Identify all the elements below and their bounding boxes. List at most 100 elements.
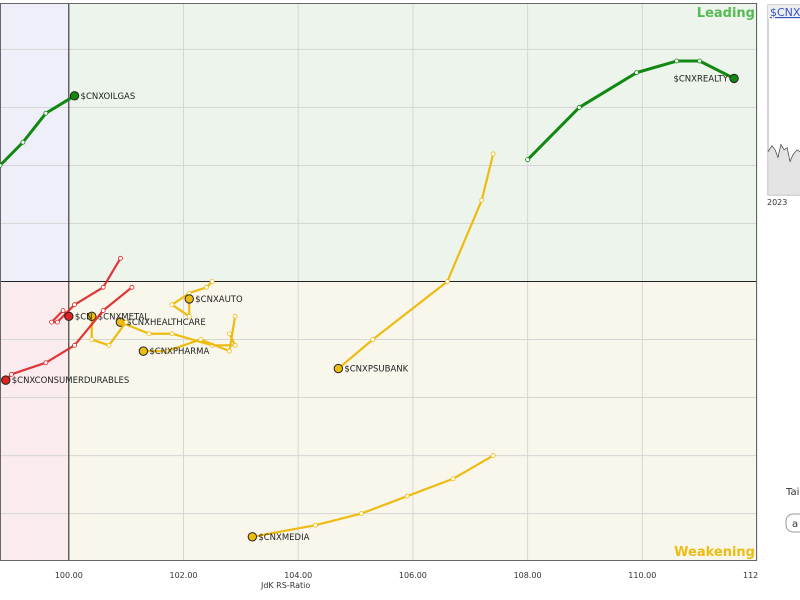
tail-point <box>20 139 26 145</box>
tail-point <box>100 308 106 313</box>
symbol-label: $CN <box>75 312 93 322</box>
tail-cnxhealthcare: $CNXHEALTHCARE <box>115 317 238 348</box>
tail-line <box>90 315 128 347</box>
symbol-label: $CNXMETAL <box>98 312 150 322</box>
tail-point <box>490 453 496 458</box>
tail-point <box>43 110 49 116</box>
tail-cnxmedia: $CNXMEDIA <box>247 453 496 543</box>
improving-quadrant <box>0 3 69 282</box>
head-point <box>69 91 80 101</box>
tail-point <box>226 331 232 337</box>
tail-point <box>100 284 106 290</box>
tail-cnxfmcg: $CN <box>49 255 123 325</box>
leading-quadrant-label: Leading <box>697 6 755 21</box>
tail-point <box>444 279 450 284</box>
head-point <box>87 311 97 322</box>
x-tick-label: 102.00 <box>170 571 198 580</box>
tail-point <box>674 58 680 64</box>
tail-control-label: a <box>792 519 798 530</box>
tail-point <box>232 342 238 348</box>
tail-point <box>697 58 703 64</box>
tail-point <box>226 348 232 354</box>
head-point <box>333 363 344 374</box>
symbol-label: $CNXPSUBANK <box>344 365 408 375</box>
symbol-label: $CNXPHARMA <box>149 347 209 357</box>
x-tick-label: 100.00 <box>55 571 83 580</box>
tail-point <box>72 342 77 348</box>
x-axis-ticks: 100.00 102.00 104.00 106.00 108.00 110.00 112.… <box>55 571 771 580</box>
symbol-label: $CNXREALTY <box>673 74 728 84</box>
tail-point <box>123 319 129 325</box>
tail-point <box>186 313 192 319</box>
head-point <box>184 294 194 304</box>
head-point <box>247 532 258 542</box>
tail-cnxrealty: $CNXREALTY <box>525 58 739 163</box>
tail-cnxpharma: $CNXPHARMA <box>138 313 238 357</box>
tail-point <box>198 337 204 342</box>
tail-point <box>490 151 496 157</box>
tail-point <box>49 319 55 325</box>
rotation-tails: $CNXREALTY $CNXOILGAS $CNXPSUBANK $CNXMEDIA… <box>0 58 739 543</box>
head-point <box>729 73 739 84</box>
tail-length-label: Tai <box>785 487 799 498</box>
tail-cnxoilgas: $CNXOILGAS <box>0 91 136 168</box>
mini-chart-year: 2023 <box>767 198 787 207</box>
tail-point <box>358 511 364 516</box>
tail-point <box>404 493 410 499</box>
tail-point <box>209 279 215 284</box>
tail-point <box>54 319 60 325</box>
tail-point <box>146 331 152 337</box>
tail-point <box>72 302 77 308</box>
symbol-label: $CNXAUTO <box>195 295 243 305</box>
tail-point <box>43 360 49 366</box>
tail-point <box>370 337 376 342</box>
head-point <box>1 375 11 385</box>
tail-point <box>169 302 175 308</box>
tail-cnxconsumerdurables: $CNXCONSUMERDURABLES <box>1 284 135 386</box>
tail-point <box>0 163 3 168</box>
mini-chart-area <box>768 145 800 195</box>
x-axis-title: JdK RS-Ratio <box>260 581 310 590</box>
tail-point <box>479 197 485 203</box>
tail-point <box>450 476 456 482</box>
x-tick-label: 110.00 <box>628 571 656 580</box>
tail-control-button[interactable] <box>785 513 800 533</box>
tail-point <box>525 157 531 163</box>
tail-point <box>9 371 14 377</box>
symbol-label: $CNXCONSUMERDURABLES <box>12 376 130 386</box>
tail-point <box>129 284 135 290</box>
mini-chart-title[interactable]: $CNX <box>770 6 800 19</box>
head-point <box>64 311 74 322</box>
tail-point <box>313 522 318 528</box>
tail-point <box>106 342 112 348</box>
x-tick-label: 104.00 <box>284 571 312 580</box>
x-tick-label: 112.00 <box>743 571 771 580</box>
tail-point <box>118 255 123 261</box>
symbol-label: $CNXMEDIA <box>258 533 309 543</box>
tail-point <box>89 337 95 342</box>
tail-point <box>169 331 175 337</box>
tail-point <box>163 348 169 354</box>
side-panel: $CNX 2023 Tai a <box>758 0 800 600</box>
tail-line <box>526 59 736 162</box>
x-tick-label: 108.00 <box>514 571 542 580</box>
tail-cnxauto: $CNXAUTO <box>169 279 243 319</box>
tail-cnxpsubank: $CNXPSUBANK <box>333 151 496 375</box>
plot-border <box>0 3 757 561</box>
x-tick-label: 106.00 <box>399 571 427 580</box>
tail-point <box>60 308 66 313</box>
weakening-quadrant-label: Weakening <box>674 545 755 560</box>
tail-point <box>576 105 582 110</box>
tail-point <box>204 284 209 290</box>
tail-point <box>232 313 238 319</box>
center-lines <box>0 3 757 560</box>
tail-point <box>634 70 639 76</box>
tail-line <box>0 94 77 167</box>
head-point <box>138 346 149 356</box>
tail-cnxmetal: $CNXMETAL <box>87 311 150 348</box>
mini-chart-header <box>768 5 800 19</box>
symbol-label: $CNXOILGAS <box>81 92 136 102</box>
tail-line <box>251 454 495 538</box>
symbol-label: $CNXHEALTHCARE <box>126 318 205 328</box>
